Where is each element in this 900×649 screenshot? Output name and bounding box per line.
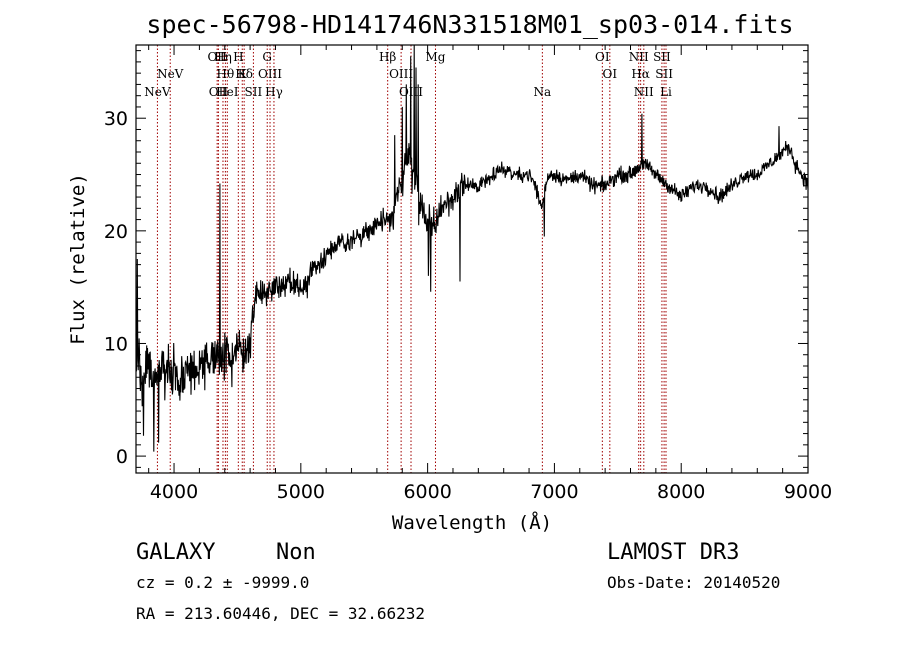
spectral-line-label: HeI (216, 85, 239, 99)
x-tick-label: 4000 (150, 481, 198, 503)
spectral-line-label: Hδ (235, 67, 253, 81)
spectral-line-label: G (262, 50, 272, 64)
obs-date: Obs-Date: 20140520 (607, 573, 780, 592)
spectral-line-label: OIII (399, 85, 423, 99)
spectral-line-label: OIII (258, 67, 282, 81)
spectral-line-label: OIII (389, 67, 413, 81)
object-subclass: Non (276, 540, 316, 565)
spectral-line-label: Hα (631, 67, 650, 81)
y-axis-label: Flux (relative) (67, 173, 89, 345)
x-tick-label: 8000 (657, 481, 705, 503)
spectral-line-label: SII (655, 67, 673, 81)
spectral-line-label: OI (595, 50, 610, 64)
redshift-text: cz = 0.2 ± -9999.0 (136, 573, 309, 592)
y-tick-label: 0 (116, 446, 128, 468)
y-tick-label: 20 (104, 221, 128, 243)
x-axis-label: Wavelength (Å) (392, 511, 552, 534)
spectral-line-label: Hη (214, 50, 232, 64)
spectral-line-label: SII (653, 50, 671, 64)
spectral-line-label: Hθ (217, 67, 235, 81)
spectral-line-label: NeV (144, 85, 171, 99)
spectral-line-label: K (238, 67, 248, 81)
spectral-line-label: OII (207, 50, 227, 64)
survey-name: LAMOST DR3 (607, 540, 739, 565)
spectral-line-label: Hβ (379, 50, 396, 64)
spectral-line-label: NII (629, 50, 649, 64)
spectral-line-label: OII (209, 85, 229, 99)
spectral-line-label: H (233, 50, 243, 64)
spectral-line-label: OI (603, 67, 618, 81)
spectrum-series-line (135, 44, 809, 452)
x-tick-label: 5000 (277, 481, 325, 503)
axis-ticks: 4000 5000 6000 7000 8000 9000 0 10 20 30 (104, 45, 832, 503)
spectral-line-labels: NeVNeVOIIOIIHηHθHeIHKHδSIIGOIIIHγHβOIIIO… (144, 50, 673, 99)
x-tick-label: 7000 (530, 481, 578, 503)
spectral-line-label: Mg (425, 50, 445, 64)
coordinates-text: RA = 213.60446, DEC = 32.66232 (136, 604, 425, 623)
y-tick-label: 10 (104, 333, 128, 355)
object-class: GALAXY (136, 540, 215, 565)
spectral-line-label: Li (660, 85, 672, 99)
spectral-line-markers (156, 45, 667, 473)
y-tick-label: 30 (104, 108, 128, 130)
chart-title: spec-56798-HD141746N331518M01_sp03-014.f… (146, 10, 793, 39)
plot-frame (135, 44, 809, 474)
spectral-line-label: Hγ (265, 85, 283, 99)
x-tick-label: 6000 (403, 481, 451, 503)
x-tick-label: 9000 (784, 481, 832, 503)
spectral-line-label: Na (534, 85, 552, 99)
spectral-line-label: NeV (157, 67, 184, 81)
spectral-line-label: NII (634, 85, 654, 99)
spectral-line-label: SII (245, 85, 263, 99)
